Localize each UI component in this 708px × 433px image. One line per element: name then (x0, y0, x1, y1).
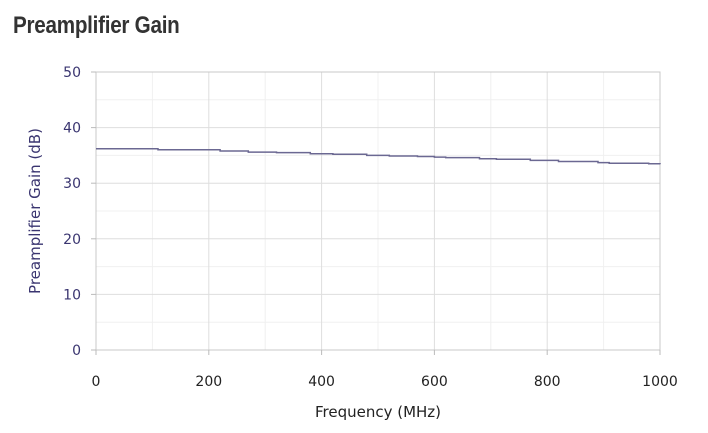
data-point (248, 151, 249, 152)
x-tick-label: 400 (308, 374, 335, 390)
data-point (434, 156, 435, 157)
page-title: Preamplifier Gain (13, 12, 180, 39)
data-point (389, 155, 390, 156)
y-tick-label: 40 (63, 121, 81, 137)
data-point (479, 158, 480, 159)
x-tick-label: 200 (195, 374, 222, 390)
plot-area-frame (95, 71, 661, 351)
x-tick-label: 600 (421, 374, 448, 390)
x-tick-labels: 0 200 400 600 800 1000 (92, 374, 678, 390)
y-tick-labels: 0 10 20 30 40 50 (63, 65, 81, 359)
data-point (445, 157, 446, 158)
data-point (157, 149, 158, 150)
data-point (417, 156, 418, 157)
y-tick-label: 30 (63, 176, 81, 192)
series-line (96, 147, 661, 165)
data-point (648, 163, 649, 164)
y-tick-label: 50 (63, 65, 81, 81)
data-point (609, 163, 610, 164)
y-tick-label: 0 (72, 343, 81, 359)
data-point (597, 162, 598, 163)
data-point (219, 150, 220, 151)
x-axis-title: Frequency (MHz) (315, 403, 441, 421)
data-point (496, 159, 497, 160)
data-point (530, 160, 531, 161)
data-point (659, 164, 660, 165)
minor-grid-horizontal (96, 99, 660, 323)
data-point (276, 152, 277, 153)
series-group (95, 147, 661, 165)
y-tick-label: 20 (63, 232, 81, 248)
data-point (366, 155, 367, 156)
y-axis-title: Preamplifier Gain (dB) (26, 128, 44, 294)
data-point (95, 148, 96, 149)
x-tick-label: 800 (534, 374, 561, 390)
data-point (310, 153, 311, 154)
x-tick-marks (95, 350, 661, 355)
data-point (332, 154, 333, 155)
y-tick-marks (91, 71, 96, 351)
x-tick-label: 0 (92, 374, 101, 390)
x-tick-label: 1000 (642, 374, 678, 390)
data-point (558, 161, 559, 162)
y-tick-label: 10 (63, 287, 81, 303)
